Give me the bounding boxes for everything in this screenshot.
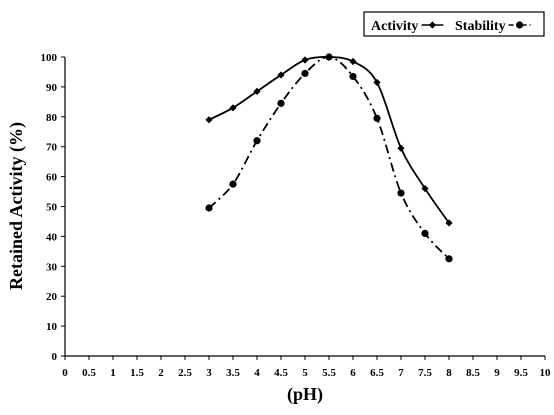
x-tick-label: 4 [254,367,260,379]
data-point-stability [373,114,381,122]
y-tick-label: 90 [46,82,58,94]
x-tick-label: 7 [398,367,404,379]
x-tick-label: 5.5 [322,367,336,379]
y-axis-title: Retained Activity (%) [6,122,27,290]
axes [61,56,546,360]
y-tick-label: 80 [46,112,58,124]
y-tick-label: 60 [46,172,58,184]
data-point-activity [397,144,405,152]
tick-labels: 0 10 20 30 40 50 60 70 80 90 100 0 0.5 1 1.5 2 2.5 3 3.5 4 4… [41,52,552,379]
y-tick-label: 0 [52,351,58,363]
series-stability [205,53,453,263]
data-point-activity [301,56,309,64]
x-axis-title: (pH) [287,384,323,405]
y-tick-label: 40 [46,231,58,243]
legend-symbol-activity [421,21,444,29]
x-tick-label: 5 [302,367,308,379]
series-line-stability [208,56,450,260]
y-tick-label: 30 [46,261,58,273]
x-tick-label: 3.5 [226,367,240,379]
x-tick-label: 1.5 [130,367,144,379]
legend-label-activity: Activity [371,19,418,34]
series-line-activity [208,56,450,224]
y-tick-label: 10 [46,321,58,333]
data-point-activity [229,104,237,112]
y-tick-label: 100 [41,52,58,64]
data-point-stability [229,180,237,188]
x-tick-label: 4.5 [274,367,288,379]
data-point-stability [277,99,285,107]
data-point-activity [253,87,261,95]
data-point-stability [445,255,453,263]
data-point-stability [349,72,357,81]
x-tick-label: 0 [62,367,68,379]
x-tick-label: 7.5 [418,367,432,379]
data-point-activity [277,71,285,79]
x-tick-label: 1 [110,367,116,379]
series-activity [205,53,453,227]
y-tick-label: 50 [46,202,58,214]
data-point-stability [253,137,261,145]
data-point-stability [205,204,213,212]
data-point-stability [421,229,429,238]
data-point-stability [325,53,333,61]
x-tick-label: 6.5 [370,367,384,379]
x-tick-label: 9 [494,367,500,379]
legend: Activity Stability [363,11,545,37]
y-tick-label: 20 [46,291,58,303]
data-point-stability [397,189,405,197]
x-tick-label: 2 [158,367,164,379]
legend-box [363,11,545,37]
x-tick-label: 9.5 [514,367,528,379]
legend-label-stability: Stability [455,19,506,34]
x-tick-label: 3 [206,367,212,379]
legend-marker [515,21,524,29]
x-tick-label: 8 [446,367,452,379]
y-tick-label: 70 [46,142,58,154]
data-point-activity [445,219,453,227]
legend-marker [428,21,437,29]
series-layer [205,53,453,263]
data-point-activity [421,184,429,193]
x-tick-label: 2.5 [178,367,192,379]
legend-symbol-stability [508,21,531,29]
x-tick-label: 10 [540,367,552,379]
data-point-stability [301,69,309,78]
data-point-activity [205,116,213,124]
data-point-activity [349,57,357,66]
x-tick-label: 6 [350,367,356,379]
data-point-activity [373,78,381,87]
x-tick-label: 8.5 [466,367,480,379]
x-tick-label: 0.5 [82,367,96,379]
